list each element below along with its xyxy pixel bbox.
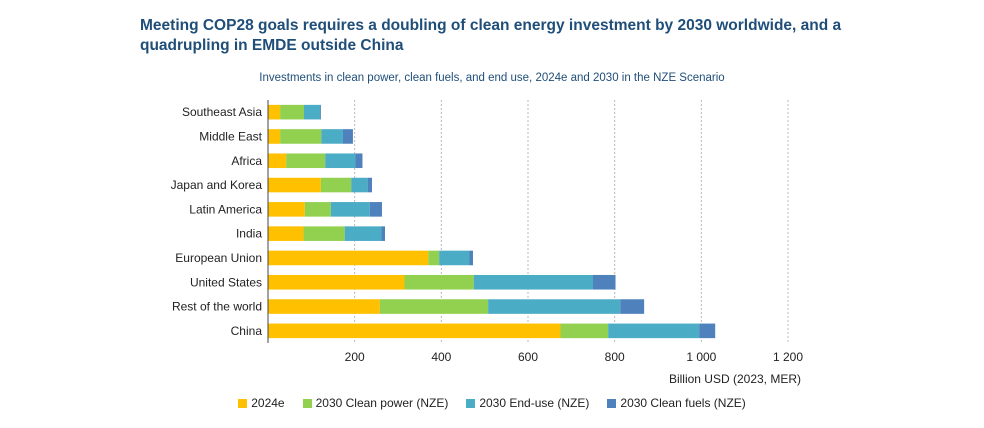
category-labels: Southeast Asia Middle East Africa Japan and… [171,105,263,338]
bar-segment [268,274,405,290]
category-label: Middle East [199,129,262,143]
legend: 2024e 2030 Clean power (NZE) 2030 End-use … [0,396,984,410]
bar-segment [330,202,370,217]
bar-segment [369,202,382,217]
bar-segment [268,323,561,339]
bar-segment [268,299,380,314]
axes: 200 400 600 800 1 000 1 200 [267,100,803,364]
bar-segment [280,104,304,120]
category-label: India [236,227,262,241]
category-label: Southeast Asia [182,105,262,119]
legend-label: 2030 End-use (NZE) [479,396,590,410]
bar-segment [379,299,489,314]
chart-title: Meeting COP28 goals requires a doubling … [140,17,842,54]
x-tick-label: 200 [345,350,365,364]
bar-segment [620,299,645,314]
x-tick-label: 600 [518,350,538,364]
bar-segment [367,177,372,193]
legend-swatch [607,398,617,408]
legend-label: 2030 Clean fuels (NZE) [620,396,746,410]
bar-segment [439,250,470,266]
bar-segment [355,153,363,169]
bar-segment [320,177,352,193]
x-tick-label: 1 200 [773,350,803,364]
bar-segment [268,104,281,120]
bar-segment [351,177,368,193]
bar-segment [268,226,304,241]
gridlines [354,100,789,343]
bar-segment [469,250,473,266]
category-label: Latin America [189,202,262,216]
bar-segment [304,202,331,217]
legend-item: 2024e [238,396,285,410]
bar-segment [404,274,474,290]
category-label: China [231,324,263,338]
category-label: Rest of the world [172,300,262,314]
legend-item: 2030 Clean fuels (NZE) [607,396,746,410]
bar-segment [268,153,287,169]
bar-segment [342,129,353,144]
bar-segment [593,274,616,290]
bar-segment [473,274,593,290]
x-tick-label: 400 [431,350,451,364]
category-label: Japan and Korea [171,178,263,192]
category-label: European Union [175,251,262,265]
bar-segment [560,323,609,339]
bar-segment [321,129,343,144]
x-axis-label: Billion USD (2023, MER) [668,372,801,386]
bar-segment [268,250,429,266]
x-tick-label: 1 000 [686,350,716,364]
legend-swatch [302,398,312,408]
chart-subtitle: Investments in clean power, clean fuels,… [259,72,725,84]
legend-item: 2030 End-use (NZE) [466,396,589,410]
bar-segment [344,226,382,241]
category-label: United States [190,275,262,289]
bar-segment [303,226,345,241]
x-tick-label: 800 [605,350,625,364]
legend-label: 2030 Clean power (NZE) [315,396,449,410]
bar-segment [325,153,356,169]
bar-segment [608,323,700,339]
bar-segment [268,129,281,144]
bar-segment [280,129,322,144]
bar-segment [303,104,320,120]
bar-segment [286,153,326,169]
legend-label: 2024e [251,396,285,410]
bar-segment [488,299,621,314]
legend-swatch [238,398,248,408]
legend-swatch [466,398,476,408]
bar-segment [268,202,305,217]
bar-segment [428,250,440,266]
bar-segment [268,177,321,193]
bar-segment [381,226,385,241]
bar-segment [320,104,321,120]
bar-segment [699,323,716,339]
legend-item: 2030 Clean power (NZE) [302,396,449,410]
category-label: Africa [231,154,262,168]
bar-group [268,104,716,339]
